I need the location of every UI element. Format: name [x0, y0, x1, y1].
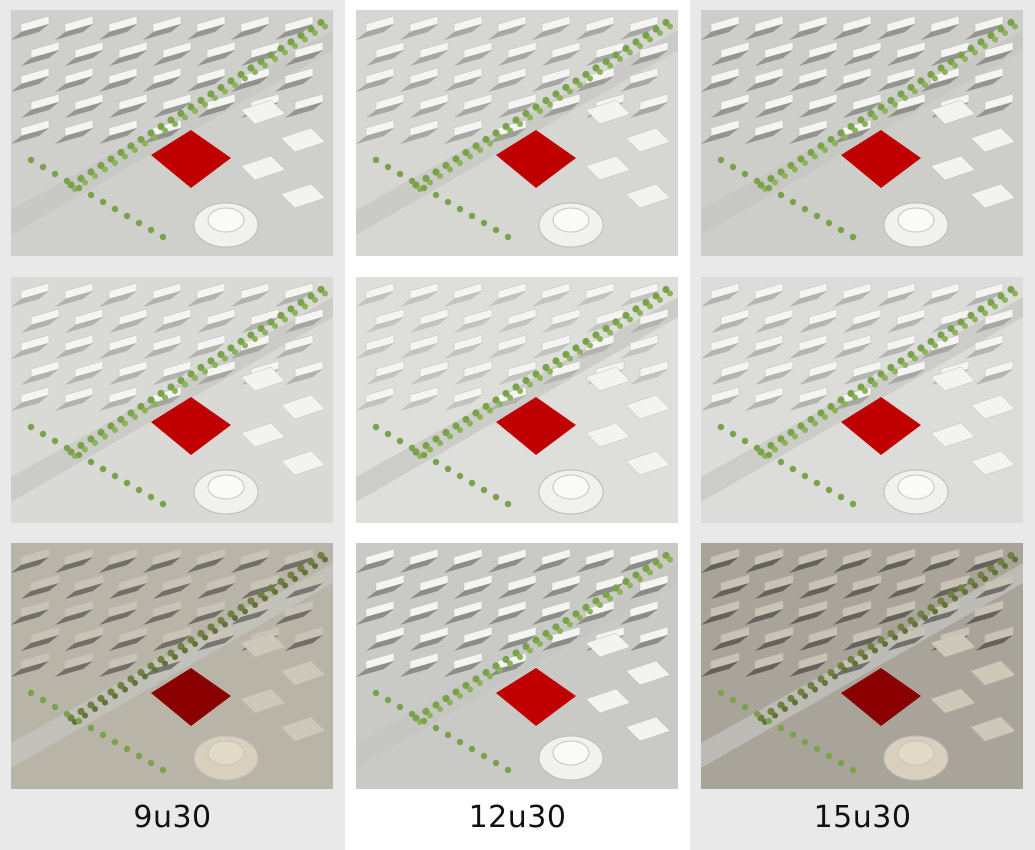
aerial-render-15u30-bottom [701, 543, 1023, 789]
aerial-render-9u30-middle [11, 277, 333, 523]
aerial-render-15u30-top [701, 10, 1023, 256]
time-label: 15u30 [813, 800, 912, 835]
aerial-render-12u30-middle [356, 277, 678, 523]
aerial-render-15u30-middle [701, 277, 1023, 523]
aerial-render-9u30-top [11, 10, 333, 256]
aerial-render-12u30-bottom [356, 543, 678, 789]
aerial-render-9u30-bottom [11, 543, 333, 789]
aerial-render-12u30-top [356, 10, 678, 256]
time-label: 9u30 [133, 800, 212, 835]
time-label: 12u30 [468, 800, 567, 835]
